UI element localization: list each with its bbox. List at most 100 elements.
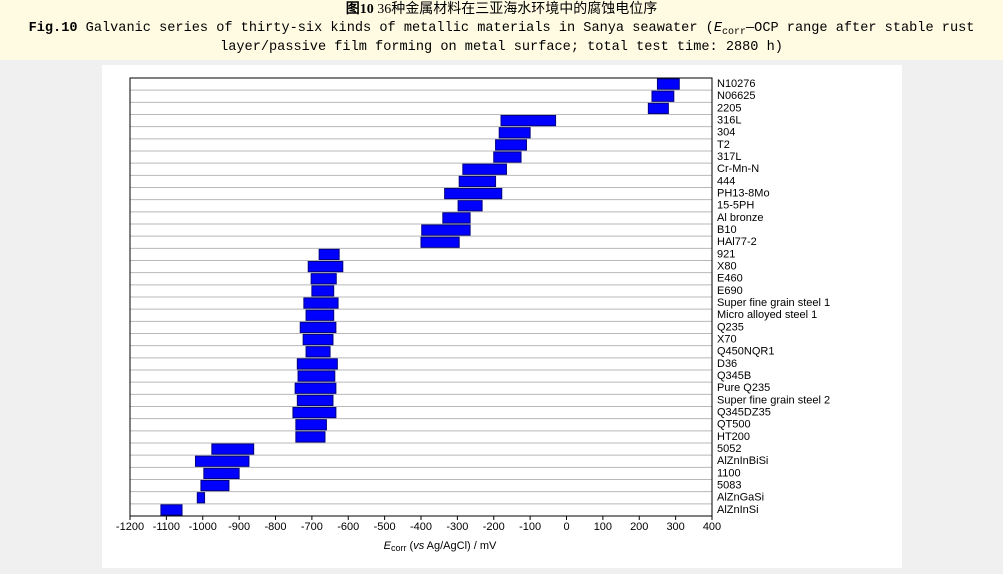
x-axis-label-part: corr [391, 543, 407, 553]
bar [656, 78, 680, 90]
bar [310, 273, 337, 285]
caption-text: corr [721, 27, 746, 38]
x-tick-label: -600 [337, 521, 359, 533]
x-tick-label: -1000 [189, 521, 217, 533]
bar [302, 333, 334, 346]
x-tick-label: -700 [301, 521, 323, 533]
y-tick-label: Al bronze [717, 212, 763, 224]
bar [420, 236, 460, 248]
x-tick-label: 200 [630, 521, 648, 533]
fig-number: Fig.10 [28, 21, 78, 36]
x-tick-label: -1100 [153, 521, 180, 533]
y-tick-label: 5052 [717, 443, 741, 455]
y-tick-label: Q235 [717, 321, 744, 333]
bar [458, 175, 497, 188]
caption-cn: 图10 36种金属材料在三亚海水环境中的腐蚀电位序 [0, 0, 1003, 19]
y-tick-label: 317L [717, 151, 741, 163]
y-tick-label: B10 [717, 224, 737, 236]
x-axis-label-part: vs [413, 540, 425, 552]
y-tick-label: 316L [717, 114, 741, 126]
x-axis-label-part: Ag/AgCl) / mV [424, 540, 497, 552]
y-tick-label: Super fine grain steel 2 [717, 394, 830, 406]
bar [292, 406, 337, 419]
caption-text: Galvanic series of thirty-six kinds of m… [77, 21, 714, 36]
x-tick-label: -300 [446, 521, 468, 533]
y-tick-label: AlZnInSi [717, 504, 759, 516]
bar [303, 297, 339, 309]
y-tick-label: Cr-Mn-N [717, 163, 759, 175]
y-tick-label: 15-5PH [717, 200, 754, 212]
x-tick-label: 0 [563, 521, 569, 533]
y-tick-label: HT200 [717, 431, 750, 443]
bar [295, 431, 326, 443]
y-tick-label: 1100 [717, 467, 741, 479]
y-tick-label: X70 [717, 333, 737, 345]
bar [651, 90, 675, 102]
y-tick-label: N10276 [717, 78, 756, 90]
x-tick-label: -1200 [116, 521, 144, 533]
x-tick-label: -400 [410, 521, 432, 533]
bar [294, 382, 337, 394]
bar [196, 492, 206, 504]
y-tick-label: AlZnInBiSi [717, 455, 768, 467]
y-tick-label: Q345DZ35 [717, 406, 771, 418]
fig-number: 图10 [345, 2, 374, 17]
x-axis-label-part: ( [406, 540, 413, 552]
bar [203, 467, 240, 480]
bar [296, 358, 338, 370]
bar [305, 346, 331, 358]
bar [498, 127, 531, 139]
y-tick-label: 2205 [717, 102, 741, 114]
bar [444, 187, 503, 200]
bar [211, 443, 255, 455]
y-tick-label: 304 [717, 127, 735, 139]
caption-text: layer/passive film forming on metal surf… [220, 40, 783, 55]
x-tick-label: 100 [594, 521, 612, 533]
y-tick-label: Q450NQR1 [717, 346, 774, 358]
bar [493, 151, 522, 163]
x-tick-label: 400 [703, 521, 721, 533]
y-tick-label: E460 [717, 273, 743, 285]
bar [421, 224, 471, 236]
x-axis-label: Ecorr (vs Ag/AgCl) / mV [384, 540, 497, 553]
y-tick-label: HAl77-2 [717, 236, 757, 248]
y-tick-label: D36 [717, 358, 737, 370]
bar [311, 285, 335, 297]
y-tick-label: QT500 [717, 419, 751, 431]
caption-text: 36种金属材料在三亚海水环境中的腐蚀电位序 [373, 2, 658, 17]
caption-text: E [713, 21, 722, 36]
y-tick-label: E690 [717, 285, 743, 297]
y-tick-label: Q345B [717, 370, 751, 382]
x-tick-label: 300 [666, 521, 684, 533]
y-tick-label: N06625 [717, 90, 756, 102]
bar [457, 200, 483, 212]
bar [307, 260, 344, 273]
y-tick-label: AlZnGaSi [717, 492, 764, 504]
y-tick-label: PH13-8Mo [717, 187, 770, 199]
bar [495, 139, 527, 151]
bar [194, 455, 250, 467]
x-tick-label: -200 [483, 521, 505, 533]
y-tick-label: Micro alloyed steel 1 [717, 309, 817, 321]
x-tick-label: -800 [264, 521, 286, 533]
x-tick-label: -500 [374, 521, 396, 533]
bar [299, 321, 337, 334]
y-tick-label: T2 [717, 139, 730, 151]
bar [318, 248, 340, 261]
caption-en: Fig.10 Galvanic series of thirty-six kin… [0, 19, 1003, 57]
y-tick-label: 444 [717, 175, 735, 187]
caption-text: —OCP range after stable rust [746, 21, 975, 36]
bar [297, 370, 336, 382]
y-tick-label: 5083 [717, 479, 741, 491]
bar [442, 212, 471, 224]
y-tick-label: Pure Q235 [717, 382, 770, 394]
x-axis-label-part: E [384, 540, 392, 552]
x-tick-label: -100 [519, 521, 541, 533]
bar [647, 102, 669, 115]
bar [305, 309, 335, 321]
bar [160, 504, 183, 516]
bar [462, 163, 507, 175]
y-tick-label: 921 [717, 248, 735, 260]
